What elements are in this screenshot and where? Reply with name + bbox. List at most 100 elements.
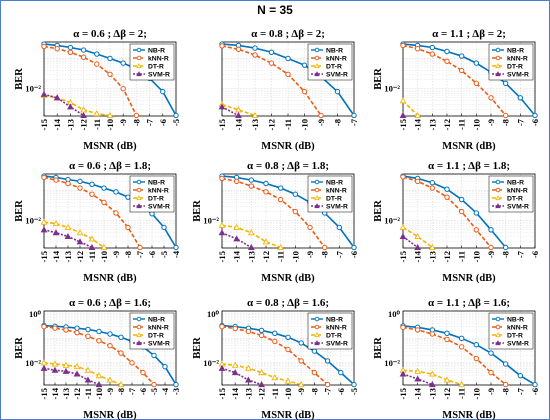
series-dt-r: [399, 97, 422, 119]
data-point: [95, 372, 103, 379]
data-point: [338, 369, 344, 376]
legend-label: kNN-R: [507, 187, 528, 194]
legend-marker: [314, 63, 320, 69]
series-line: [221, 367, 262, 386]
data-point: [231, 361, 239, 368]
data-point: [73, 370, 81, 377]
data-point: [76, 238, 84, 245]
x-tick-label: -7: [349, 118, 359, 126]
data-point: [40, 90, 48, 97]
data-point: [125, 224, 131, 231]
data-point: [247, 243, 255, 251]
legend-marker: [495, 332, 501, 338]
data-point: [235, 106, 242, 113]
legend-marker: [314, 179, 320, 185]
x-tick-label: -4: [171, 250, 181, 258]
data-point: [429, 331, 436, 337]
data-point: [400, 174, 406, 180]
data-point: [129, 360, 135, 366]
data-point: [63, 327, 69, 333]
legend-label: SVM-R: [326, 71, 348, 78]
data-point: [284, 377, 292, 384]
data-point: [277, 243, 285, 251]
data-point: [443, 376, 451, 383]
x-tick-label: -9: [316, 119, 326, 126]
data-point: [160, 88, 166, 95]
legend-marker: [495, 195, 501, 201]
x-tick-label: -8: [309, 387, 319, 395]
y-axis-label: BER: [192, 200, 203, 222]
x-tick-label: -11: [276, 251, 286, 262]
data-point: [351, 112, 357, 119]
data-point: [324, 381, 331, 388]
legend-label: DT-R: [507, 195, 523, 202]
series-knn-r: [219, 323, 331, 388]
x-tick-label: -12: [442, 119, 452, 130]
data-point: [232, 325, 238, 332]
x-tick-label: -9: [118, 119, 128, 126]
legend-marker: [495, 316, 501, 322]
x-tick-label: -6: [530, 387, 540, 395]
data-point: [89, 181, 95, 187]
x-tick-label: -12: [257, 388, 267, 399]
x-axis-label: MSNR (dB): [261, 141, 315, 152]
data-point: [107, 343, 113, 349]
data-point: [80, 54, 87, 60]
data-point: [118, 334, 124, 341]
legend-marker: [314, 203, 320, 209]
y-axis-label: BER: [373, 337, 384, 359]
x-tick-label: -3: [171, 388, 181, 395]
series-line: [43, 93, 85, 117]
data-point: [307, 224, 313, 231]
x-tick-label: -14: [52, 118, 62, 130]
data-point: [429, 51, 436, 57]
x-tick-label: -15: [217, 388, 227, 399]
data-point: [473, 355, 480, 362]
data-point: [252, 52, 258, 58]
data-point: [258, 381, 265, 388]
data-point: [502, 361, 509, 367]
data-point: [80, 111, 87, 119]
data-point: [488, 227, 494, 233]
data-point: [334, 88, 341, 95]
data-point: [173, 112, 179, 119]
series-knn-r: [41, 323, 157, 388]
legend-label: SVM-R: [326, 203, 348, 210]
subplot-1: α = 0.6 ; Δβ = 2;-15 -14 -13 -12 -11 -10 -9 -8-…: [14, 28, 181, 152]
series-dt-r: [218, 360, 305, 388]
legend-label: DT-R: [507, 332, 523, 339]
data-point: [245, 376, 252, 383]
x-tick-label: -12: [75, 251, 85, 262]
data-point: [51, 360, 59, 367]
data-point: [219, 43, 225, 49]
data-point: [399, 111, 407, 119]
subplot-title: α = 0.8 ; Δβ = 1.6;: [247, 297, 329, 309]
data-point: [40, 226, 48, 233]
data-point: [502, 80, 509, 87]
x-tick-label: -9: [486, 119, 496, 126]
data-point: [245, 364, 252, 371]
x-tick-label: -15: [398, 119, 408, 130]
legend-marker: [136, 203, 142, 209]
x-tick-label: -5: [149, 388, 159, 395]
x-tick-label: -11: [87, 251, 97, 262]
x-tick-label: -15: [398, 388, 408, 399]
y-axis-label: BER: [192, 337, 203, 359]
legend-marker: [314, 187, 320, 193]
data-point: [532, 112, 538, 119]
x-tick-label: -9: [111, 251, 121, 258]
legend-label: DT-R: [326, 63, 342, 70]
x-axis-label: MSNR (dB): [83, 273, 137, 284]
data-point: [118, 350, 124, 356]
series-dt-r: [399, 223, 436, 251]
data-point: [458, 335, 465, 342]
data-point: [268, 49, 275, 55]
data-point: [400, 42, 406, 49]
data-point: [429, 44, 436, 51]
x-axis-label: MSNR (dB): [83, 141, 137, 152]
x-tick-label: -14: [50, 387, 60, 399]
x-tick-label: -9: [486, 251, 496, 258]
data-point: [84, 366, 92, 373]
series-svm-r: [399, 370, 436, 388]
